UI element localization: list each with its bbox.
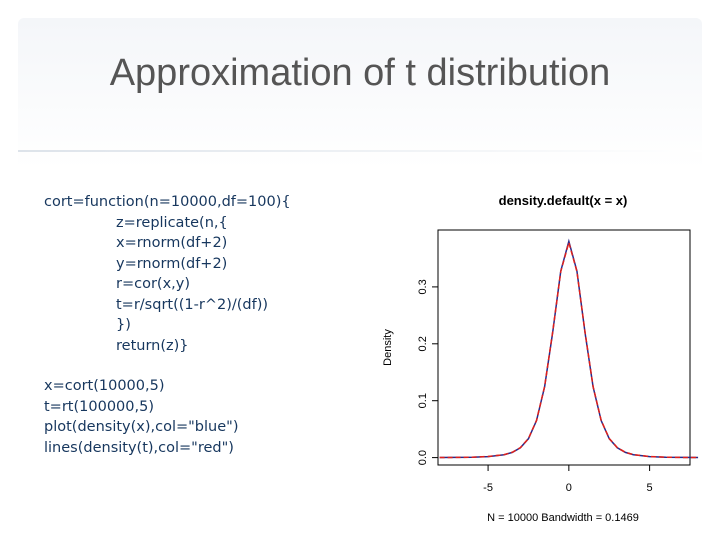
y-tick-label: 0.3 xyxy=(417,279,429,294)
x-tick-label: 0 xyxy=(566,482,572,494)
code-line: cort=function(n=10000,df=100){ xyxy=(44,194,291,210)
y-axis-label: Density xyxy=(382,329,394,366)
x-tick-label: -5 xyxy=(483,482,493,494)
code-line: plot(density(x),col="blue") xyxy=(44,419,239,435)
code-line: y=rnorm(df+2) xyxy=(116,255,228,272)
code-line: return(z)} xyxy=(116,337,189,354)
code-line: z=replicate(n,{ xyxy=(116,214,228,231)
density-line xyxy=(439,238,699,459)
density-chart: density.default(x = x) Density N = 10000 B… xyxy=(382,193,699,524)
code-calls: x=cort(10000,5) t=rt(100000,5) plot(densit… xyxy=(44,376,291,458)
code-line: x=rnorm(df+2) xyxy=(116,235,228,251)
code-line: r=cor(x,y) xyxy=(116,276,191,292)
chart-title: density.default(x = x) xyxy=(499,193,628,208)
title-rule xyxy=(18,150,702,152)
slide-frame xyxy=(18,18,702,522)
y-tick-label: 0.0 xyxy=(417,450,429,465)
density-line xyxy=(439,239,699,459)
code-line: x=cort(10000,5) xyxy=(44,378,165,394)
code-line: t=rt(100000,5) xyxy=(44,398,154,415)
code-body: z=replicate(n,{ x=rnorm(df+2) y=rnorm(df+2… xyxy=(44,213,291,357)
code-block: cort=function(n=10000,df=100){ z=replica… xyxy=(44,192,291,458)
x-axis-label: N = 10000 Bandwidth = 0.1469 xyxy=(487,512,639,524)
x-tick-label: 5 xyxy=(647,482,653,494)
y-tick-label: 0.1 xyxy=(417,393,429,408)
code-line: }) xyxy=(116,317,131,333)
code-line: lines(density(t),col="red") xyxy=(44,439,234,456)
slide-title: Approximation of t distribution xyxy=(109,52,611,94)
code-line: t=r/sqrt((1-r^2)/(df)) xyxy=(116,296,269,313)
plot-box xyxy=(437,229,691,466)
y-tick-label: 0.2 xyxy=(417,336,429,351)
